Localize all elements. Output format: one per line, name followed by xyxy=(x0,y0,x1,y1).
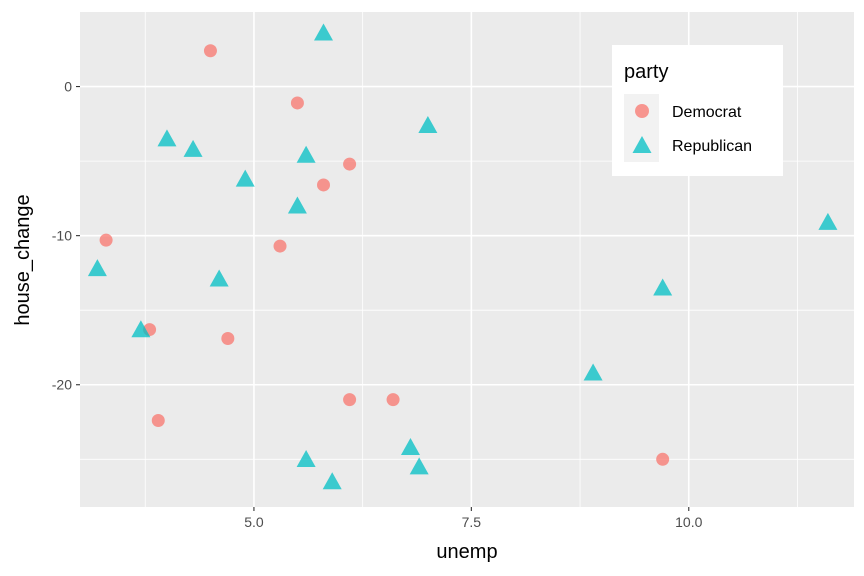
republican-point xyxy=(409,457,429,475)
republican-point xyxy=(287,196,307,214)
republican-point xyxy=(296,145,316,163)
legend-key-democrat-circle-icon xyxy=(635,104,649,118)
x-tick-label: 5.0 xyxy=(244,514,264,530)
republican-point xyxy=(314,23,334,41)
democrat-point xyxy=(99,233,113,247)
republican-point xyxy=(818,212,838,230)
republican-point xyxy=(87,259,107,277)
y-tick-label: -10 xyxy=(52,228,72,244)
y-tick-label: -20 xyxy=(52,377,72,393)
republican-point xyxy=(583,363,603,381)
x-axis-title: unemp xyxy=(436,541,497,563)
democrat-point xyxy=(386,393,400,407)
republican-point xyxy=(131,320,151,338)
x-tick-label: 7.5 xyxy=(462,514,482,530)
legend-label-republican: Republican xyxy=(672,138,752,155)
republican-point xyxy=(296,449,316,467)
democrat-point xyxy=(343,157,357,171)
x-tick-label: 10.0 xyxy=(675,514,702,530)
democrat-point xyxy=(290,96,304,110)
democrat-point xyxy=(656,452,670,466)
republican-point xyxy=(209,269,229,287)
republican-point xyxy=(235,169,255,187)
republican-point xyxy=(418,115,438,133)
axes: 5.0 7.5 10.0 0 -10 -20 xyxy=(52,79,703,530)
data-points xyxy=(87,23,838,490)
republican-point xyxy=(653,278,673,296)
republican-point xyxy=(157,129,177,147)
democrat-point xyxy=(203,44,217,58)
legend-title: party xyxy=(624,61,668,83)
republican-point xyxy=(400,438,420,456)
republican-point xyxy=(322,472,342,490)
legend-key-republican-triangle-icon xyxy=(632,136,652,153)
democrat-point xyxy=(273,239,287,253)
democrat-point xyxy=(343,393,357,407)
democrat-point xyxy=(151,414,165,428)
legend-label-democrat: Democrat xyxy=(672,104,742,121)
legend: party Democrat Republican xyxy=(612,45,783,176)
republican-point xyxy=(183,139,203,157)
y-axis-title: house_change xyxy=(12,194,34,325)
y-tick-label: 0 xyxy=(64,79,72,95)
democrat-point xyxy=(221,332,235,346)
democrat-point xyxy=(317,178,331,192)
